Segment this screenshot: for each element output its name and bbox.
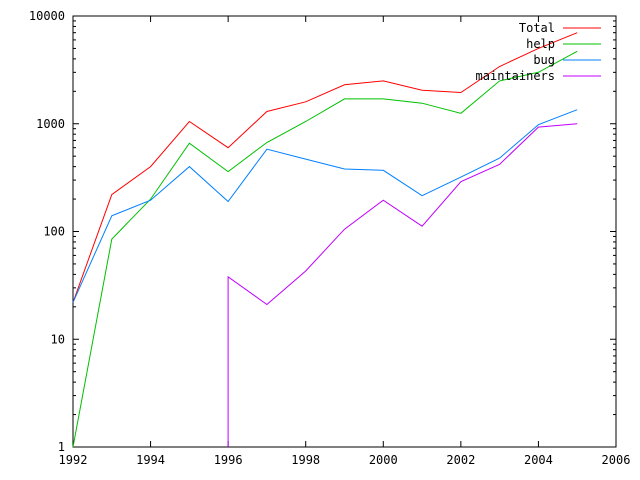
series-line-total [72,32,578,303]
series-line-help [72,50,578,448]
legend-label-total: Total [519,21,555,35]
x-tick-label: 2000 [369,453,398,467]
legend-label-help: help [526,37,555,51]
legend-label-bug: bug [533,53,555,67]
x-tick-label: 2006 [602,453,631,467]
series-lines [72,32,578,448]
y-tick-label: 1000 [36,117,65,131]
y-tick-labels: 1 10 100 1000 10000 [29,9,65,454]
x-tick-labels: 1992 1994 1996 1998 2000 2002 2004 2006 [59,453,631,467]
y-tick-label: 10 [51,332,65,346]
legend-label-maintainers: maintainers [476,69,555,83]
x-tick-label: 2002 [446,453,475,467]
series-line-maintainers [227,123,578,447]
legend: Total help bug maintainers [476,21,601,83]
series-line-bug [72,109,578,303]
axis-ticks [72,15,617,448]
y-tick-label: 1 [58,440,65,454]
x-tick-label: 1994 [136,453,165,467]
y-tick-label: 100 [43,225,65,239]
x-tick-label: 2004 [524,453,553,467]
x-tick-label: 1996 [214,453,243,467]
y-tick-label: 10000 [29,9,65,23]
x-tick-label: 1998 [291,453,320,467]
x-tick-label: 1992 [59,453,88,467]
